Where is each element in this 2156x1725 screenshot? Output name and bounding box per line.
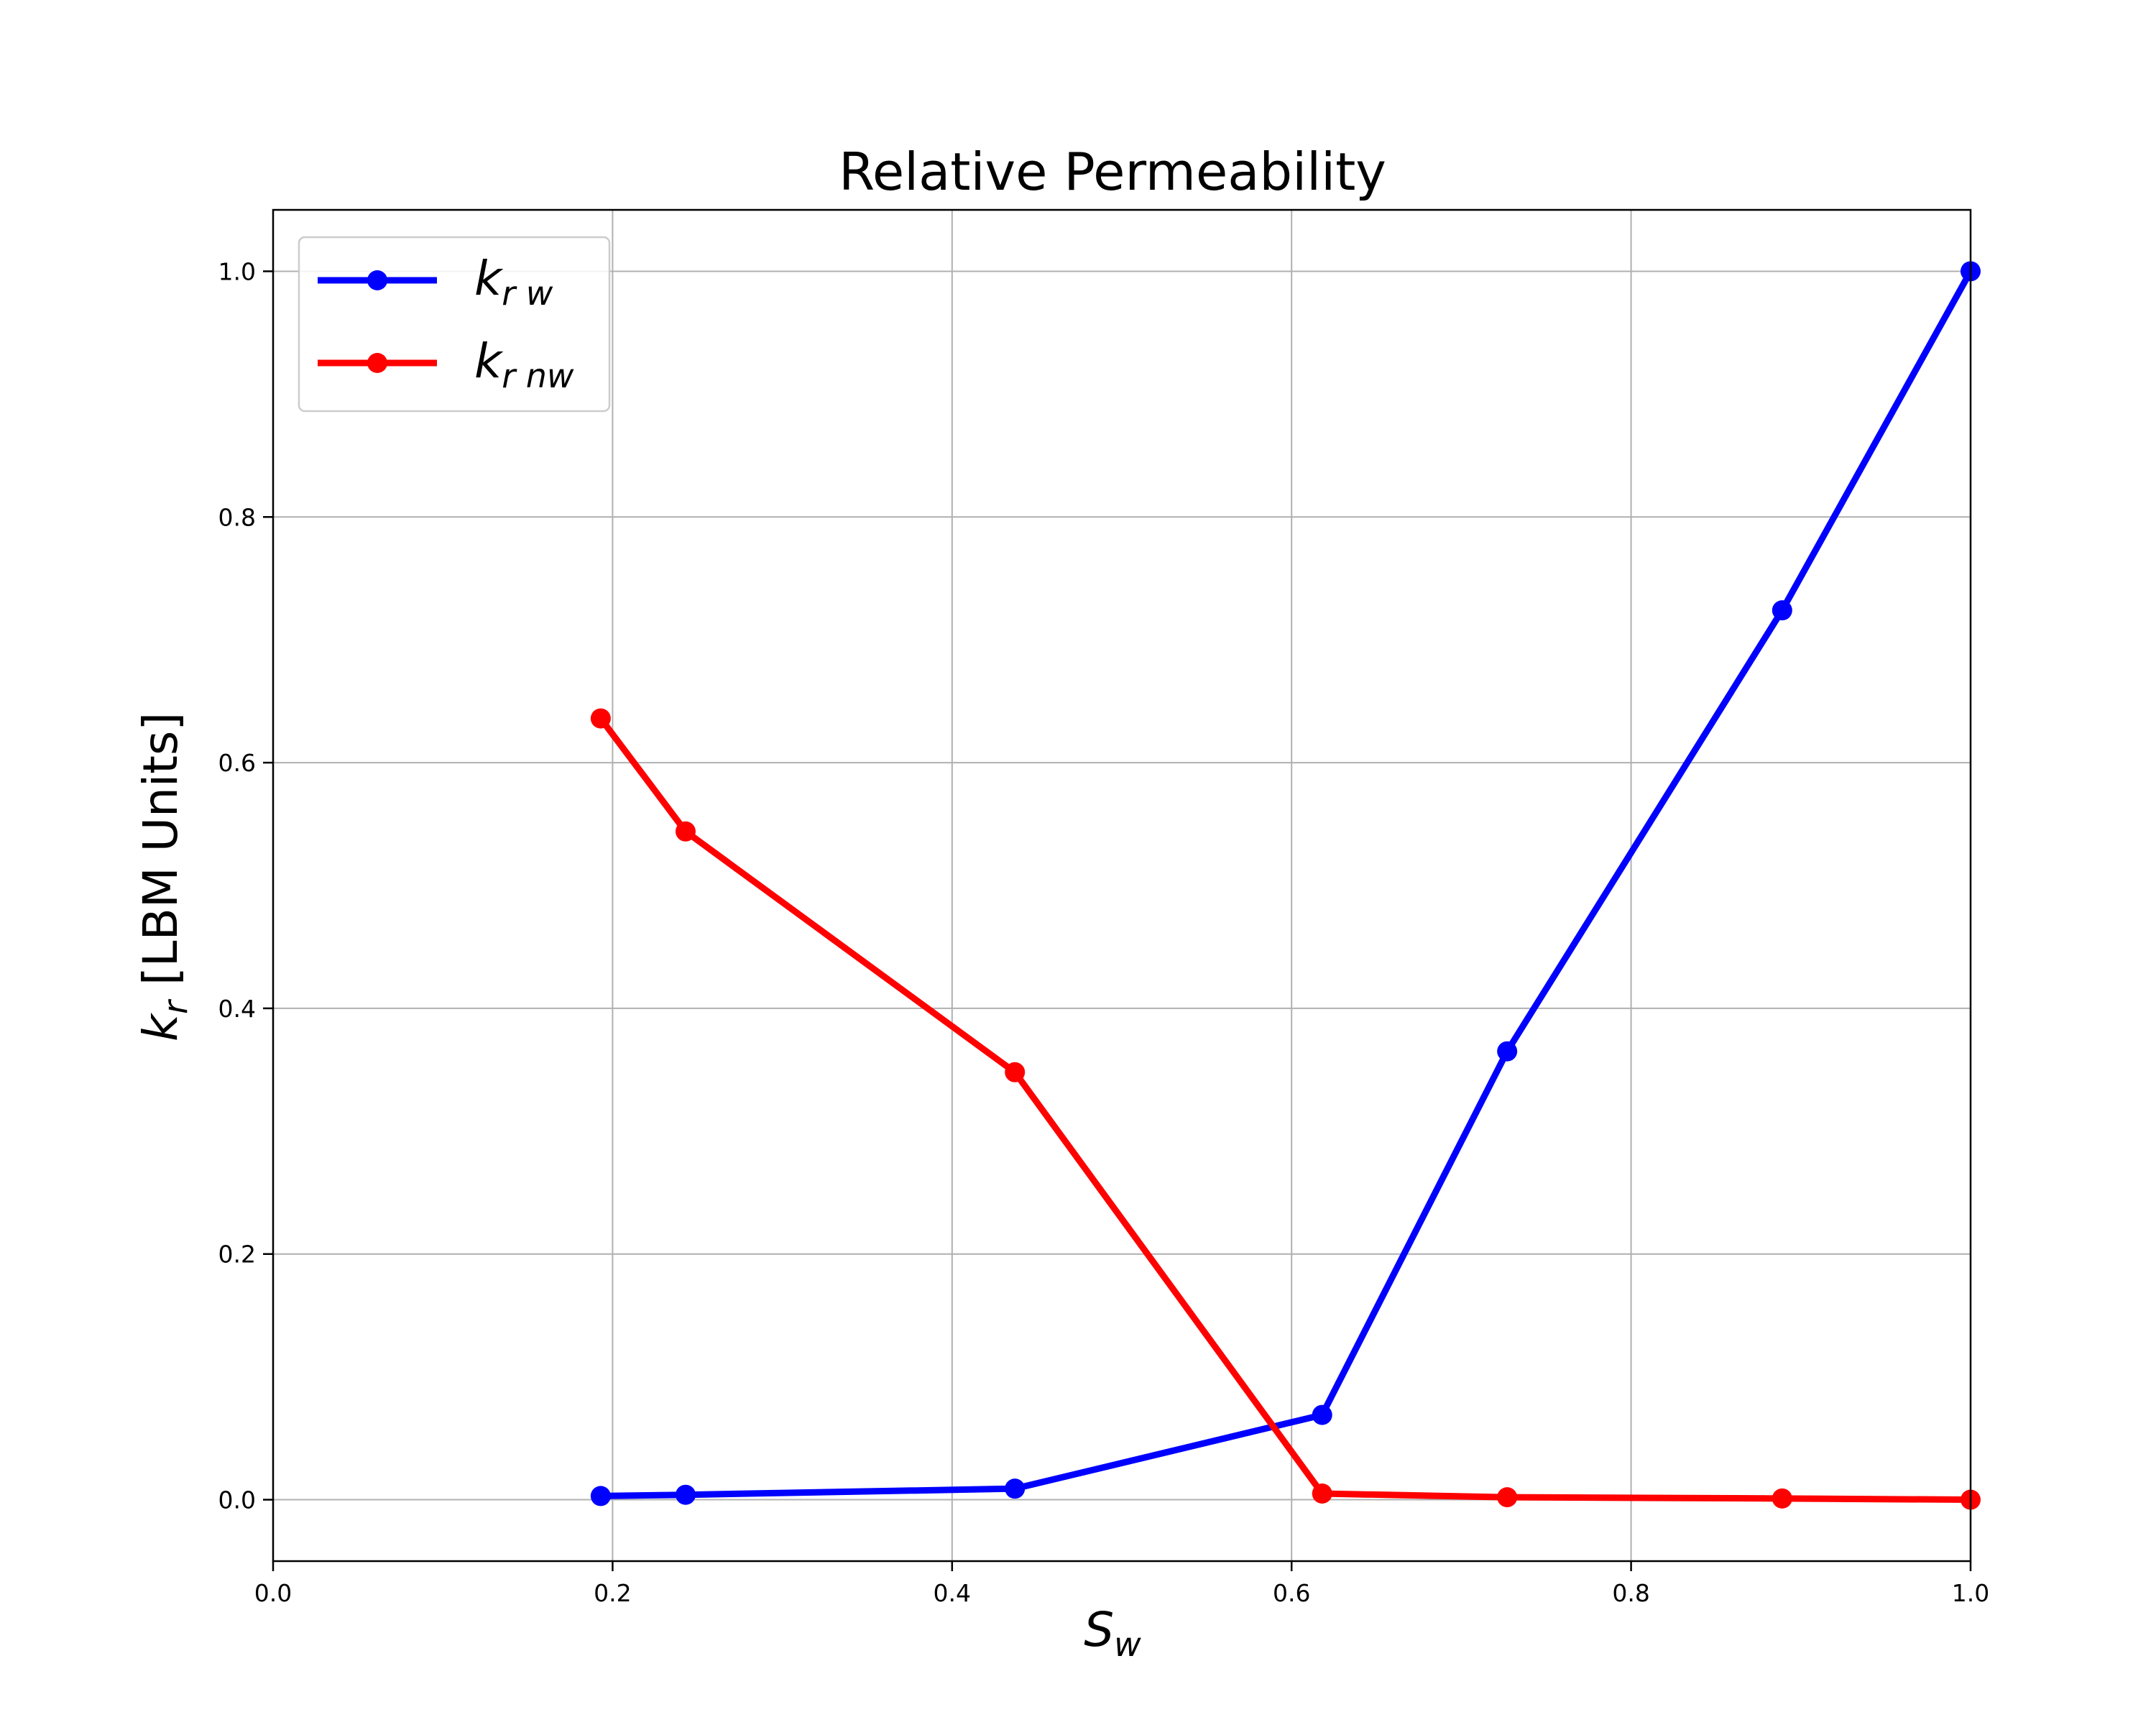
legend-marker-krnw [367,353,387,373]
x-tick-label: 0.2 [594,1579,631,1607]
x-tick-label: 0.4 [934,1579,971,1607]
data-point-krnw [675,821,696,842]
data-point-krw [1005,1478,1026,1499]
y-axis-label-rest: [LBM Units] [133,712,188,1000]
data-point-krw [1772,600,1792,621]
plot-frame [272,208,1972,1563]
x-tick-label: 0.8 [1612,1579,1649,1607]
data-point-krnw [1772,1488,1792,1509]
ticks: 0.0 0.2 0.4 0.6 0.8 1.0 0.0 0.2 0.4 0.6 0.8 1.0 [218,257,1990,1607]
y-tick-label: 0.0 [218,1486,256,1514]
data-point-krw [675,1484,696,1505]
legend-label-krnw: kr nw [474,334,574,395]
legend-label-krnw-sub: r nw [502,356,574,395]
legend-marker-krw [367,270,387,290]
x-tick-label: 0.0 [254,1579,292,1607]
legend-label-krw-sub: r w [502,274,553,313]
legend-label-krnw-main: k [474,334,504,389]
y-tick-label: 0.6 [218,749,256,777]
y-tick-label: 0.4 [218,995,256,1023]
x-axis-label-sub: w [1114,1625,1141,1664]
x-axis-label: Sw [1084,1602,1141,1664]
y-axis-label-main: k [133,1012,188,1041]
y-axis-label-sub: r [156,998,195,1014]
data-point-krnw [1005,1062,1026,1082]
y-tick-label: 0.2 [218,1241,256,1269]
y-tick-label: 1.0 [218,257,256,285]
data-point-krnw [590,708,611,729]
legend-label-krw-main: k [474,251,504,306]
x-tick-label: 1.0 [1952,1579,1989,1607]
y-tick-label: 0.8 [218,503,256,531]
data-point-krw [1497,1041,1518,1062]
data-point-krw [590,1486,611,1506]
data-point-krnw [1312,1484,1332,1504]
data-point-krnw [1497,1487,1518,1508]
x-tick-label: 0.6 [1273,1579,1310,1607]
chart-title: Relative Permeability [839,142,1386,202]
x-axis-label-main: S [1084,1602,1114,1657]
legend-label-krw: kr w [474,251,553,313]
legend: kr w kr nw [298,236,611,413]
y-axis-label: kr [LBM Units] [133,712,195,1041]
data-point-krw [1312,1404,1332,1425]
